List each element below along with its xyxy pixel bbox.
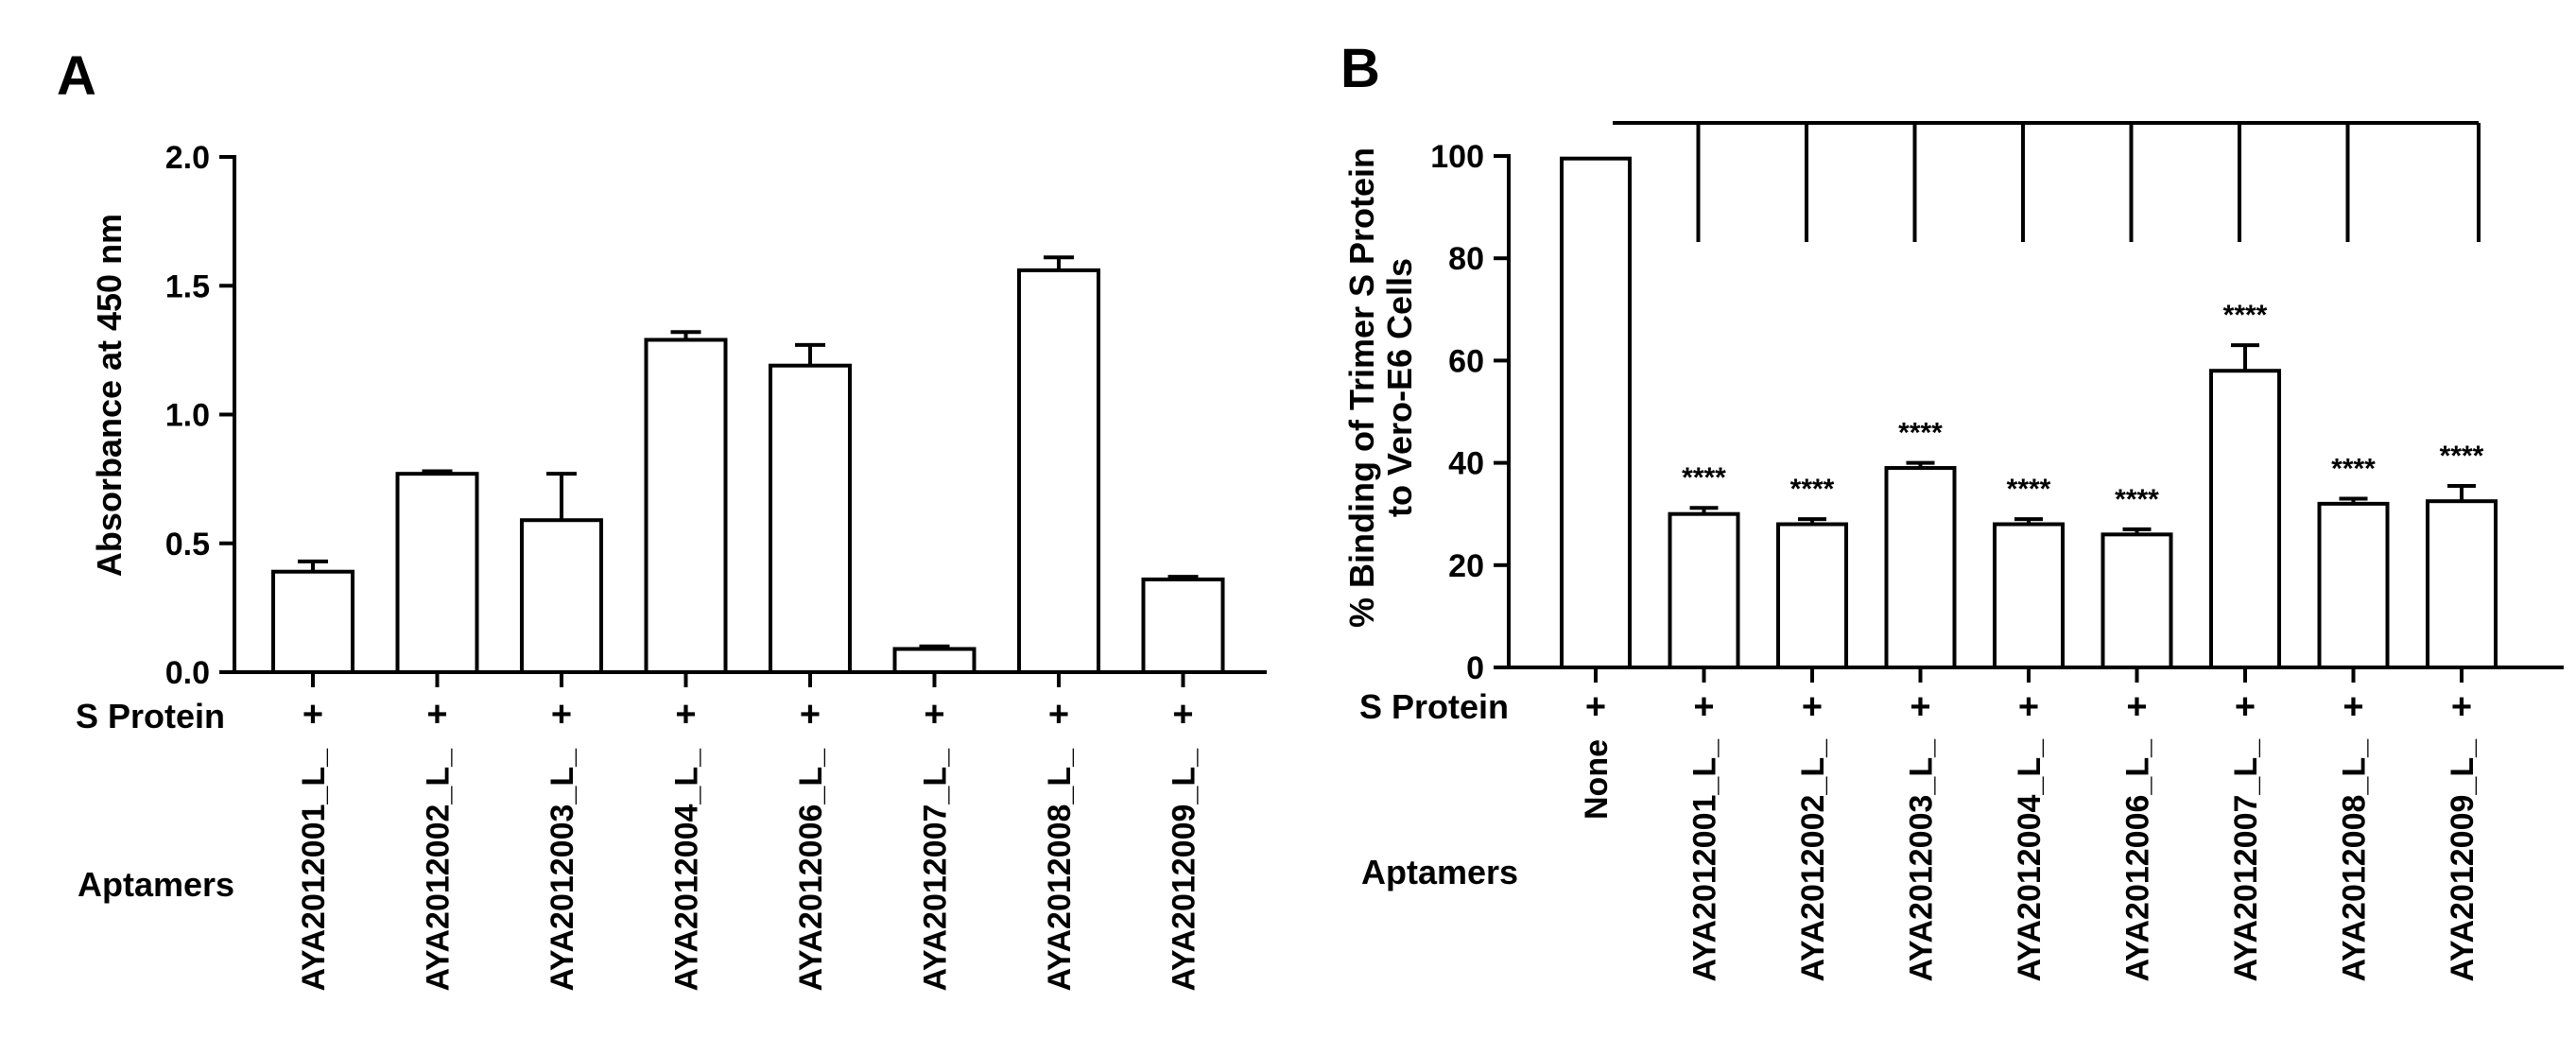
panel-b-s-protein-plus: + <box>1910 687 1930 727</box>
panel-b-category-label: AYA2012004_L_ <box>2012 738 2048 982</box>
panel-a-bar <box>644 337 728 674</box>
panel-b-category-label: None <box>1579 739 1615 820</box>
panel-b-significance-label: **** <box>1898 418 1943 449</box>
panel-a-category-label: AYA2012001_L_ <box>296 748 332 992</box>
panel-b-category-label: AYA2012001_L_ <box>1687 738 1723 982</box>
panel-b-y-tick-label: 80 <box>1448 241 1484 277</box>
panel-b-bar <box>2209 369 2281 669</box>
panel-b-bar <box>1668 511 1740 670</box>
panel-a-label: A <box>57 45 96 107</box>
panel-a-bar <box>769 363 852 674</box>
panel-b-y-axis-title-line1: % Binding of Trimer S Protein <box>1342 147 1381 628</box>
panel-a-s-protein-plus: + <box>1048 695 1069 735</box>
panel-b-s-protein-plus: + <box>1802 687 1823 727</box>
panel-b-y-tick-label: 100 <box>1430 139 1484 175</box>
panel-a-bar <box>520 518 603 674</box>
panel-b-aptamers-label: Aptamers <box>1361 853 1518 891</box>
panel-a-bar <box>1141 577 1225 675</box>
panel-b-chart: 0 20 40 60 80 100 + None **** + AYA2012001_L_ **** +… <box>1430 121 2564 982</box>
panel-a-category-label: AYA2012002_L_ <box>421 748 457 992</box>
panel-b-bar <box>1560 156 1632 669</box>
panel-a-category-label: AYA2012007_L_ <box>918 748 954 992</box>
panel-b-s-protein-plus: + <box>2451 687 2472 727</box>
panel-b-significance-label: **** <box>1682 462 1726 493</box>
panel-b-significance-label: **** <box>2007 474 2051 505</box>
panel-b-category-label: AYA2012008_L_ <box>2337 738 2373 982</box>
panel-a-bar <box>1017 268 1100 674</box>
panel-a-aptamers-label: Aptamers <box>78 865 234 904</box>
panel-a-y-axis-title: Absorbance at 450 nm <box>90 214 129 577</box>
panel-a-bar <box>271 569 354 674</box>
panel-b-s-protein-plus: + <box>1585 687 1606 727</box>
panel-b-y-tick-label: 40 <box>1448 446 1484 482</box>
panel-a-category-label: AYA2012003_L_ <box>545 748 580 992</box>
panel-b-y-tick-label: 20 <box>1448 548 1484 584</box>
panel-a-s-protein-plus: + <box>675 695 696 735</box>
panel-b-y-tick-label: 0 <box>1466 650 1484 686</box>
panel-a-y-tick-label: 1.5 <box>165 268 210 304</box>
panel-b-s-protein-label: S Protein <box>1359 687 1509 726</box>
panel-a-chart: 0.0 0.5 1.0 1.5 2.0 + AYA2012001_L_ + AYA2012002… <box>165 140 1267 992</box>
panel-a-bar <box>892 647 977 674</box>
panel-b-significance-label: **** <box>2331 453 2376 484</box>
panel-b-bar <box>2101 532 2173 670</box>
panel-b-s-protein-plus: + <box>2235 687 2256 727</box>
panel-a-y-tick-label: 1.0 <box>165 398 210 434</box>
panel-b-significance-label: **** <box>1790 474 1835 505</box>
panel-b-category-label: AYA2012003_L_ <box>1904 738 1940 982</box>
panel-a-y-tick-label: 0.0 <box>165 655 210 691</box>
panel-b-bar <box>2317 501 2390 669</box>
panel-a-y-tick-label: 2.0 <box>165 140 210 176</box>
panel-b-significance-label: **** <box>2115 484 2159 515</box>
panel-a-s-protein-plus: + <box>800 695 821 735</box>
panel-b-category-label: AYA2012006_L_ <box>2120 738 2156 982</box>
panel-a-y-tick-label: 0.5 <box>165 527 210 562</box>
panel-b-category-label: AYA2012009_L_ <box>2445 738 2481 982</box>
panel-a-s-protein-plus: + <box>551 695 572 735</box>
panel-a-bar <box>395 472 479 674</box>
panel-a-s-protein-label: S Protein <box>76 697 225 735</box>
panel-b-y-axis-title-line2: to Vero-E6 Cells <box>1380 258 1419 517</box>
panel-a-s-protein-plus: + <box>303 695 323 735</box>
panel-b-bar <box>1884 466 1957 670</box>
panel-b-bar <box>1776 522 1848 670</box>
panel-a-category-label: AYA2012006_L_ <box>793 748 829 992</box>
panel-a-category-label: AYA2012004_L_ <box>669 748 705 992</box>
panel-b-significance-label: **** <box>2223 300 2268 331</box>
panel-a-s-protein-plus: + <box>1172 695 1193 735</box>
panel-a-s-protein-plus: + <box>924 695 944 735</box>
panel-a-category-label: AYA2012008_L_ <box>1042 748 1078 992</box>
panel-b-bar <box>1993 522 2065 670</box>
panel-b-bar <box>2426 499 2498 669</box>
panel-b-category-label: AYA2012007_L_ <box>2228 738 2264 982</box>
panel-a-s-protein-plus: + <box>426 695 447 735</box>
panel-b-y-tick-label: 60 <box>1448 343 1484 379</box>
panel-b-category-label: AYA2012002_L_ <box>1795 738 1831 982</box>
panel-a-category-label: AYA2012009_L_ <box>1167 748 1202 992</box>
panel-b-s-protein-plus: + <box>2018 687 2039 727</box>
panel-b-s-protein-plus: + <box>2343 687 2363 727</box>
panel-b-label: B <box>1340 38 1380 99</box>
panel-b-s-protein-plus: + <box>2126 687 2147 727</box>
panel-b-s-protein-plus: + <box>1693 687 1714 727</box>
panel-b-significance-label: **** <box>2440 441 2484 472</box>
